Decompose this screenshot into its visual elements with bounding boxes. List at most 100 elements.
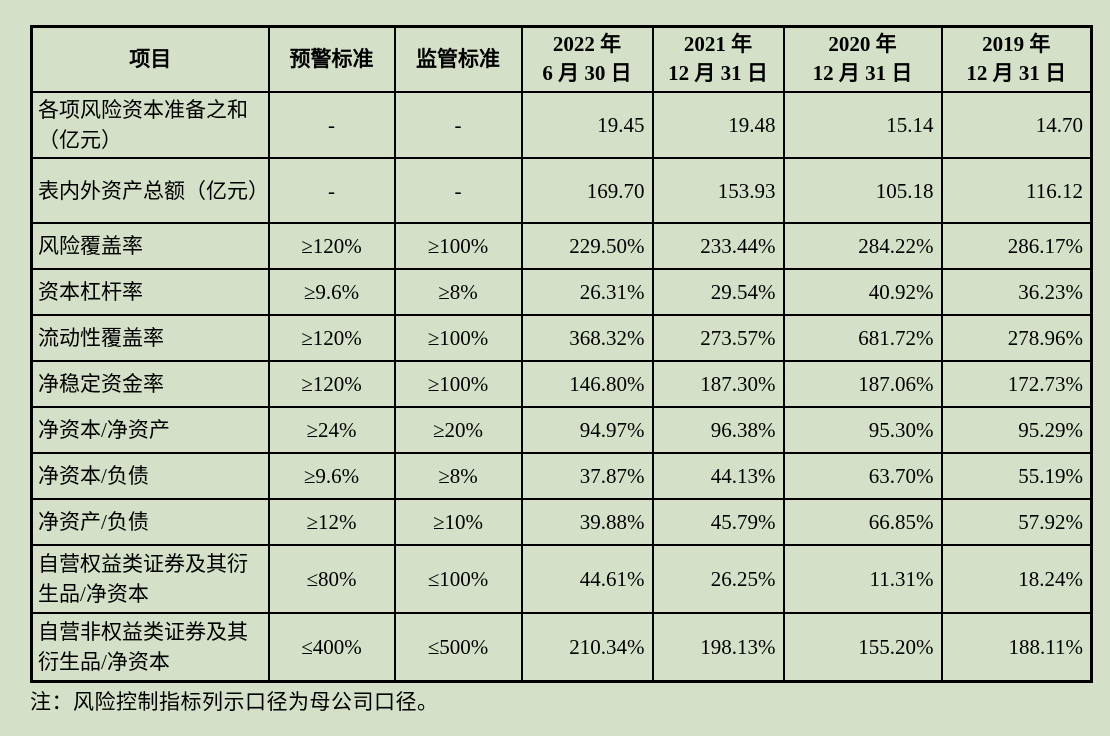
value-cell: 95.29% [940,406,1093,455]
warning-cell: ≥12% [267,498,396,547]
value-cell: 66.85% [782,498,943,547]
header-period-2020: 2020 年 12 月 31 日 [782,25,943,93]
value-cell: 233.44% [651,222,785,271]
value-cell: 153.93 [651,157,785,225]
period-date: 12 月 31 日 [812,61,913,86]
value-cell: 169.70 [520,157,654,225]
table-footnote: 注：风险控制指标列示口径为母公司口径。 [30,690,439,714]
regulatory-cell: ≥10% [393,498,523,547]
value-cell: 96.38% [651,406,785,455]
value-cell: 26.25% [651,544,785,615]
table-row: 风险覆盖率 ≥120% ≥100% 229.50% 233.44% 284.22… [30,222,1093,271]
regulatory-cell: ≥100% [393,314,523,363]
value-cell: 15.14 [782,90,943,160]
warning-cell: ≥24% [267,406,396,455]
table-row: 自营非权益类证券及其衍生品/净资本 ≤400% ≤500% 210.34% 19… [30,612,1093,683]
value-cell: 37.87% [520,452,654,501]
value-cell: 198.13% [651,612,785,683]
table-row: 自营权益类证券及其衍生品/净资本 ≤80% ≤100% 44.61% 26.25… [30,544,1093,615]
value-cell: 63.70% [782,452,943,501]
warning-cell: ≥120% [267,360,396,409]
table-row: 表内外资产总额（亿元） - - 169.70 153.93 105.18 116… [30,157,1093,225]
table-row: 净资本/负债 ≥9.6% ≥8% 37.87% 44.13% 63.70% 55… [30,452,1093,501]
regulatory-cell: ≤500% [393,612,523,683]
value-cell: 19.45 [520,90,654,160]
item-cell: 净资本/净资产 [30,406,270,455]
table-row: 净资本/净资产 ≥24% ≥20% 94.97% 96.38% 95.30% 9… [30,406,1093,455]
period-date: 12 月 31 日 [966,61,1067,86]
value-cell: 146.80% [520,360,654,409]
warning-cell: ≥120% [267,314,396,363]
value-cell: 14.70 [940,90,1093,160]
value-cell: 39.88% [520,498,654,547]
warning-cell: ≤80% [267,544,396,615]
value-cell: 40.92% [782,268,943,317]
value-cell: 210.34% [520,612,654,683]
regulatory-cell: ≥8% [393,452,523,501]
period-date: 12 月 31 日 [668,61,768,86]
header-warning-standard: 预警标准 [267,25,396,93]
value-cell: 681.72% [782,314,943,363]
value-cell: 155.20% [782,612,943,683]
value-cell: 18.24% [940,544,1093,615]
value-cell: 273.57% [651,314,785,363]
regulatory-cell: ≥8% [393,268,523,317]
item-cell: 净资产/负债 [30,498,270,547]
table-header-row: 项目 预警标准 监管标准 2022 年 6 月 30 日 2021 年 12 月… [30,25,1093,93]
table-row: 各项风险资本准备之和（亿元） - - 19.45 19.48 15.14 14.… [30,90,1093,160]
item-cell: 风险覆盖率 [30,222,270,271]
warning-cell: - [267,90,396,160]
warning-cell: ≥120% [267,222,396,271]
value-cell: 95.30% [782,406,943,455]
regulatory-cell: - [393,157,523,225]
header-item: 项目 [30,25,270,93]
value-cell: 172.73% [940,360,1093,409]
header-regulatory-standard: 监管标准 [393,25,523,93]
value-cell: 284.22% [782,222,943,271]
period-date: 6 月 30 日 [542,61,632,86]
value-cell: 105.18 [782,157,943,225]
item-cell: 资本杠杆率 [30,268,270,317]
table-row: 流动性覆盖率 ≥120% ≥100% 368.32% 273.57% 681.7… [30,314,1093,363]
risk-indicators-table: 项目 预警标准 监管标准 2022 年 6 月 30 日 2021 年 12 月… [30,25,1093,683]
warning-cell: ≥9.6% [267,268,396,317]
value-cell: 57.92% [940,498,1093,547]
value-cell: 44.61% [520,544,654,615]
regulatory-cell: ≥100% [393,222,523,271]
item-cell: 表内外资产总额（亿元） [30,157,270,225]
value-cell: 45.79% [651,498,785,547]
period-year: 2019 年 [982,31,1051,56]
warning-cell: ≤400% [267,612,396,683]
item-cell: 净资本/负债 [30,452,270,501]
value-cell: 55.19% [940,452,1093,501]
value-cell: 19.48 [651,90,785,160]
period-year: 2021 年 [683,31,753,56]
header-period-2022: 2022 年 6 月 30 日 [520,25,654,93]
value-cell: 44.13% [651,452,785,501]
value-cell: 187.06% [782,360,943,409]
value-cell: 278.96% [940,314,1093,363]
value-cell: 94.97% [520,406,654,455]
header-period-2021: 2021 年 12 月 31 日 [651,25,785,93]
value-cell: 188.11% [940,612,1093,683]
item-cell: 净稳定资金率 [30,360,270,409]
item-cell: 自营非权益类证券及其衍生品/净资本 [30,612,270,683]
value-cell: 187.30% [651,360,785,409]
value-cell: 116.12 [940,157,1093,225]
item-cell: 流动性覆盖率 [30,314,270,363]
regulatory-cell: ≥100% [393,360,523,409]
value-cell: 286.17% [940,222,1093,271]
value-cell: 29.54% [651,268,785,317]
regulatory-cell: ≥20% [393,406,523,455]
warning-cell: - [267,157,396,225]
warning-cell: ≥9.6% [267,452,396,501]
table-row: 净资产/负债 ≥12% ≥10% 39.88% 45.79% 66.85% 57… [30,498,1093,547]
period-year: 2020 年 [828,31,897,56]
value-cell: 368.32% [520,314,654,363]
value-cell: 229.50% [520,222,654,271]
period-year: 2022 年 [552,31,622,56]
value-cell: 11.31% [782,544,943,615]
value-cell: 36.23% [940,268,1093,317]
regulatory-cell: - [393,90,523,160]
